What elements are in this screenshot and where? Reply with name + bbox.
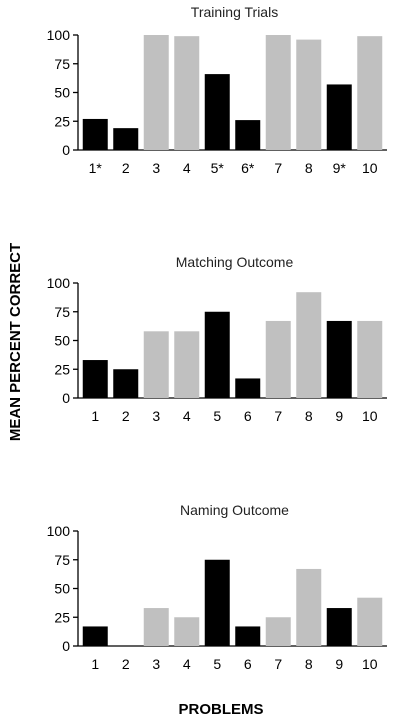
x-tick-label: 10 — [362, 160, 378, 176]
bar — [113, 369, 139, 398]
y-tick-label: 0 — [62, 390, 70, 406]
x-tick-label: 8 — [305, 656, 313, 672]
x-tick-label: 6 — [244, 656, 252, 672]
x-tick-label: 4 — [183, 408, 191, 424]
bar — [82, 360, 108, 398]
bar — [174, 36, 200, 150]
y-tick-label: 50 — [54, 333, 70, 349]
y-tick-label: 75 — [54, 56, 70, 72]
x-tick-label: 2 — [122, 160, 130, 176]
bar — [357, 597, 383, 646]
bar — [296, 292, 322, 398]
y-tick-label: 100 — [47, 523, 71, 539]
chart-panel: Matching Outcome 0 25 50 75 100 1 2 3 4 5 6 7 8 9 10 — [47, 254, 387, 424]
x-tick-label: 7 — [274, 656, 282, 672]
x-tick-label: 1 — [91, 408, 99, 424]
x-tick-label: 3 — [152, 160, 160, 176]
bar — [204, 559, 230, 646]
bar — [143, 35, 169, 150]
x-tick-label: 4 — [183, 160, 191, 176]
x-tick-label: 1* — [89, 160, 103, 176]
x-tick-label: 5 — [213, 656, 221, 672]
y-tick-label: 25 — [54, 113, 70, 129]
x-tick-label: 1 — [91, 656, 99, 672]
y-tick-label: 75 — [54, 552, 70, 568]
bar — [235, 120, 261, 150]
y-tick-label: 25 — [54, 609, 70, 625]
bar — [326, 320, 352, 398]
panel-title: Naming Outcome — [180, 502, 289, 518]
y-tick-label: 0 — [62, 142, 70, 158]
bar — [82, 626, 108, 646]
bar — [174, 617, 200, 646]
bar — [204, 311, 230, 398]
bar — [82, 118, 108, 150]
bar — [265, 617, 291, 646]
bar — [143, 331, 169, 398]
x-tick-label: 5 — [213, 408, 221, 424]
y-tick-label: 100 — [47, 275, 71, 291]
x-tick-label: 2 — [122, 408, 130, 424]
x-tick-label: 10 — [362, 656, 378, 672]
x-tick-label: 5* — [211, 160, 225, 176]
x-tick-label: 9 — [335, 656, 343, 672]
x-tick-label: 4 — [183, 656, 191, 672]
x-tick-label: 10 — [362, 408, 378, 424]
x-tick-label: 9 — [335, 408, 343, 424]
x-tick-label: 2 — [122, 656, 130, 672]
bar — [326, 608, 352, 646]
bar — [357, 320, 383, 398]
y-axis-title: MEAN PERCENT CORRECT — [7, 243, 24, 441]
panel-title: Matching Outcome — [176, 254, 294, 270]
x-tick-label: 3 — [152, 408, 160, 424]
x-tick-label: 3 — [152, 656, 160, 672]
x-tick-label: 7 — [274, 160, 282, 176]
bar — [326, 84, 352, 150]
y-tick-label: 25 — [54, 361, 70, 377]
bar — [113, 128, 139, 150]
panel-title: Training Trials — [191, 4, 278, 20]
bar — [265, 320, 291, 398]
y-tick-label: 75 — [54, 304, 70, 320]
bar — [235, 378, 261, 398]
bar — [296, 39, 322, 150]
y-tick-label: 0 — [62, 638, 70, 654]
bar — [296, 568, 322, 646]
chart-panel: Naming Outcome 0 25 50 75 100 1 2 3 4 5 6 7 8 9 10 — [47, 502, 387, 672]
y-tick-label: 50 — [54, 85, 70, 101]
x-tick-label: 8 — [305, 408, 313, 424]
bar — [143, 608, 169, 646]
y-tick-label: 50 — [54, 581, 70, 597]
bar — [265, 35, 291, 150]
y-tick-label: 100 — [47, 27, 71, 43]
bar — [357, 36, 383, 150]
bar — [235, 626, 261, 646]
x-axis-title: PROBLEMS — [178, 701, 263, 718]
x-tick-label: 8 — [305, 160, 313, 176]
bar — [174, 331, 200, 398]
x-tick-label: 6* — [241, 160, 255, 176]
chart-panel: Training Trials 0 25 50 75 100 1* 2 3 4 5* 6* 7 8 9* 10 — [47, 4, 387, 176]
x-tick-label: 9* — [333, 160, 347, 176]
bar — [204, 74, 230, 150]
x-tick-label: 6 — [244, 408, 252, 424]
x-tick-label: 7 — [274, 408, 282, 424]
